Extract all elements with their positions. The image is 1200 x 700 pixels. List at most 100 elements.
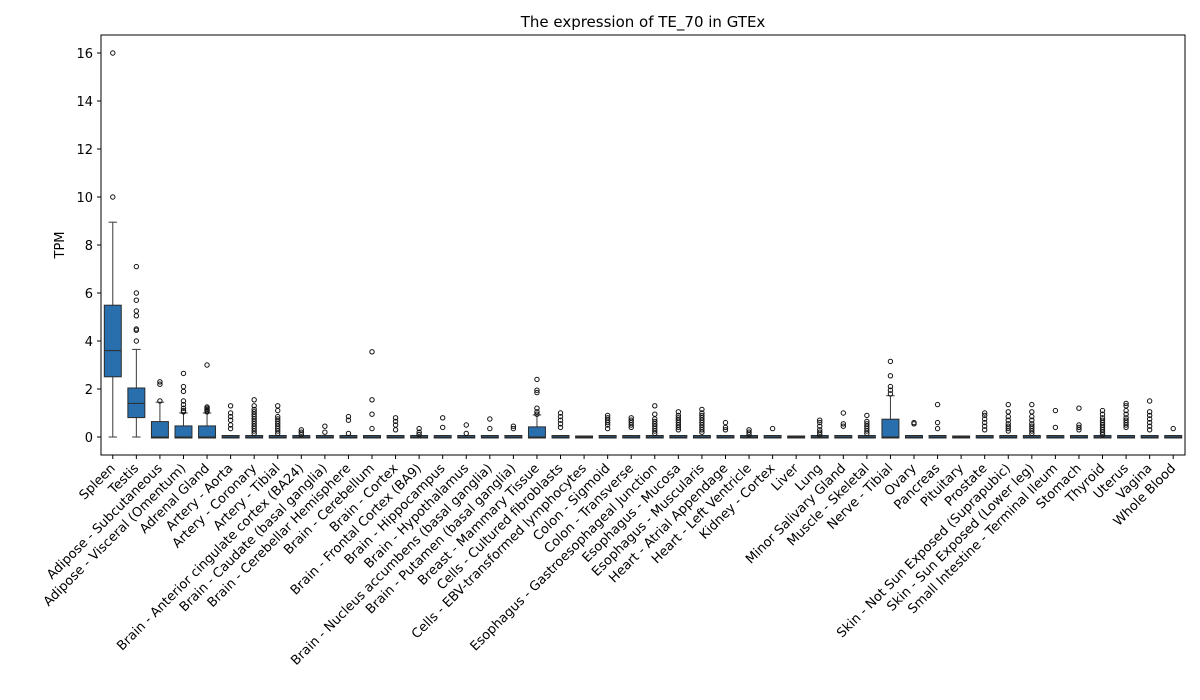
box-group-18	[527, 376, 546, 439]
outlier-point	[251, 406, 257, 413]
box-group-29	[787, 435, 806, 439]
outlier-point	[251, 409, 257, 415]
chart-title: The expression of TE_70 in GTEx	[520, 13, 766, 32]
box-group-26	[716, 419, 735, 439]
outlier-point	[204, 404, 210, 410]
outlier-point	[227, 410, 234, 416]
outlier-point	[628, 415, 634, 421]
outlier-point	[180, 405, 187, 411]
box-group-34	[905, 419, 923, 439]
outlier-point	[817, 429, 823, 435]
outlier-point	[1123, 417, 1129, 423]
outlier-point	[817, 417, 823, 423]
outlier-point	[180, 398, 187, 404]
outlier-point	[887, 373, 894, 379]
box-iqr	[527, 426, 546, 439]
outlier-point	[345, 430, 352, 437]
outlier-point	[534, 389, 540, 396]
box-group-8	[292, 427, 311, 439]
outlier-point	[157, 398, 163, 404]
outlier-point	[322, 423, 328, 429]
outlier-point	[251, 403, 257, 409]
outlier-point	[1099, 411, 1106, 417]
outlier-point	[275, 416, 281, 422]
y-tick-label-16: 16	[76, 47, 93, 62]
box-iqr	[198, 425, 217, 439]
box-group-22	[622, 415, 641, 439]
outlier-point	[557, 410, 564, 416]
outlier-point	[534, 411, 540, 417]
outlier-point	[157, 379, 163, 385]
outlier-point	[510, 423, 517, 429]
outlier-point	[298, 429, 305, 435]
outlier-point	[981, 416, 988, 422]
box-group-41	[1069, 405, 1088, 439]
outlier-point	[722, 419, 729, 426]
plot-frame	[100, 34, 1186, 456]
outlier-point	[981, 410, 988, 416]
outlier-point	[722, 427, 729, 433]
y-tick-label-4: 4	[85, 335, 93, 350]
box-group-23	[645, 403, 664, 439]
outlier-point	[1123, 403, 1129, 409]
outlier-point	[746, 427, 752, 433]
outlier-point	[534, 409, 540, 415]
box-group-19	[551, 410, 570, 439]
outlier-point	[1123, 411, 1129, 417]
box-group-38	[999, 401, 1018, 439]
outlier-point	[180, 383, 187, 390]
outlier-point	[675, 415, 682, 421]
outlier-point	[1076, 422, 1082, 428]
outlier-point	[628, 417, 634, 423]
box-group-12	[386, 415, 405, 439]
outlier-point	[416, 425, 422, 432]
outlier-point	[1029, 423, 1035, 429]
outlier-point	[1029, 409, 1035, 415]
outlier-point	[557, 417, 564, 423]
outlier-point	[369, 397, 375, 403]
y-tick-label-6: 6	[85, 287, 93, 302]
outlier-point	[1146, 412, 1153, 419]
outlier-point	[652, 418, 658, 425]
y-tick-label-10: 10	[76, 191, 93, 206]
outlier-point	[1052, 424, 1059, 431]
outlier-point	[157, 381, 163, 387]
outlier-point	[1005, 417, 1011, 423]
box-group-0	[103, 50, 122, 438]
box-group-33	[881, 358, 900, 439]
outlier-point	[1052, 407, 1059, 414]
outlier-point	[981, 427, 988, 433]
outlier-point	[180, 370, 187, 377]
box-group-3	[174, 370, 193, 439]
outlier-point	[699, 406, 705, 413]
box-iqr	[881, 418, 900, 439]
outlier-point	[369, 411, 375, 417]
outlier-point	[1123, 415, 1129, 421]
outlier-point	[1076, 424, 1082, 431]
outlier-point	[227, 417, 234, 423]
outlier-point	[180, 388, 187, 395]
outlier-point	[817, 419, 823, 426]
outlier-point	[416, 431, 422, 438]
outlier-point	[1146, 423, 1153, 429]
outlier-point	[534, 387, 540, 393]
outlier-point	[840, 423, 847, 429]
outlier-point	[1005, 401, 1011, 408]
y-tick-label-0: 0	[85, 431, 93, 446]
outlier-point	[840, 410, 847, 416]
box-group-1	[127, 263, 146, 438]
outlier-point	[1005, 409, 1011, 415]
outlier-point	[1005, 423, 1011, 429]
outlier-point	[369, 349, 375, 355]
outlier-point	[1076, 405, 1082, 411]
outlier-point	[322, 429, 328, 435]
outlier-point	[557, 413, 564, 420]
outlier-point	[251, 397, 257, 403]
outlier-point	[981, 423, 988, 429]
outlier-point	[534, 405, 540, 411]
outlier-point	[345, 417, 352, 423]
outlier-point	[887, 387, 894, 393]
outlier-point	[463, 422, 469, 428]
outlier-point	[133, 326, 140, 332]
